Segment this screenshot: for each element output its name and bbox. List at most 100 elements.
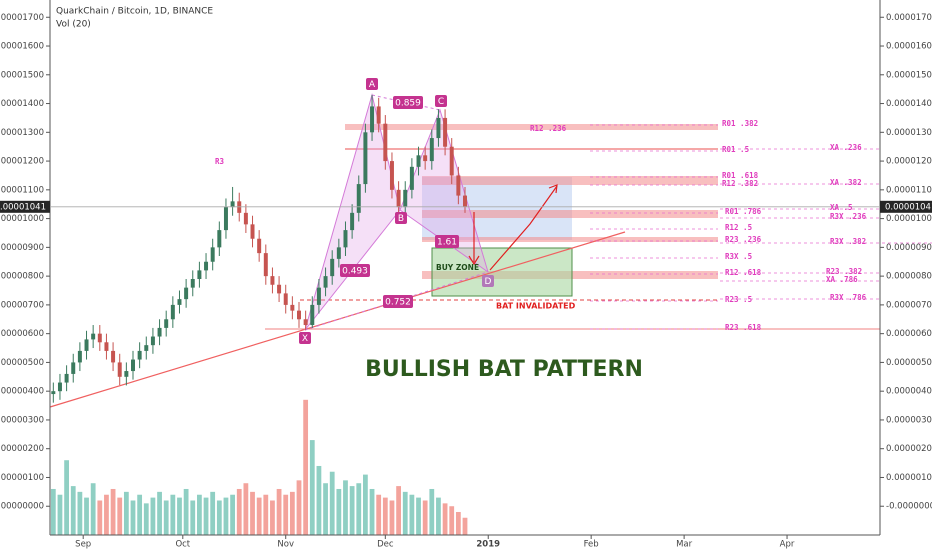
y-tick-label: 0.00000100 <box>0 473 44 483</box>
volume-bar <box>382 497 388 535</box>
x-tick-label: 2019 <box>476 540 500 550</box>
ratio-box <box>393 96 423 109</box>
candle-body <box>376 106 381 124</box>
pivot-label: XA .382 <box>830 178 862 187</box>
candle-body <box>51 391 56 395</box>
y-tick-label: 0.00001400 <box>0 99 44 109</box>
candle-body <box>409 166 414 190</box>
volume-bar <box>104 494 109 535</box>
pivot-label: R01 .382 <box>722 119 758 128</box>
pivot-label: R23 .5 <box>725 295 752 304</box>
pivot-label: R01 .5 <box>722 145 749 154</box>
volume-bar <box>409 494 415 535</box>
candle-body <box>449 146 454 176</box>
x-tick-label: Mar <box>676 540 693 550</box>
candle-body <box>436 117 441 139</box>
level-band <box>345 124 718 130</box>
pivot-label: R12 .236 <box>530 124 567 133</box>
point-label: A <box>369 80 376 90</box>
y-tick-label: -0.00000000 <box>886 502 932 512</box>
volume-bar <box>296 480 302 535</box>
volume-bar <box>70 486 76 535</box>
candle-body <box>57 382 62 392</box>
target-zone <box>422 177 572 240</box>
volume-bar <box>223 497 229 535</box>
trend-line <box>49 231 626 408</box>
headline: BULLISH BAT PATTERN <box>365 357 643 382</box>
candle-body <box>124 371 129 377</box>
volume-bar <box>329 471 335 535</box>
volume-bar <box>90 483 96 535</box>
volume-bar <box>309 440 315 535</box>
candle-body <box>270 276 275 285</box>
volume-bar <box>50 488 56 535</box>
volume-bar <box>376 494 382 535</box>
point-box <box>435 95 447 107</box>
pivot-label: XA .786 <box>826 275 858 284</box>
candle-body <box>389 161 394 190</box>
volume-bar <box>336 488 342 535</box>
y-tick-label: 0.00000800 <box>0 272 44 282</box>
candle-body <box>117 362 122 377</box>
pivot-label: XA .236 <box>830 143 862 152</box>
ratio-label: 1.61 <box>437 238 457 248</box>
volume-bar <box>64 460 69 535</box>
y-tick-label: 0.00001000 <box>886 214 932 224</box>
candle-body <box>343 230 348 248</box>
x-tick-label: Dec <box>377 540 394 550</box>
chart-title: QuarkChain / Bitcoin, 1D, BINANCE <box>56 7 213 17</box>
candle-body <box>303 319 308 326</box>
last-price-box <box>880 200 932 213</box>
candle-body <box>157 327 162 337</box>
pivot-label: R23 .382 <box>826 267 862 276</box>
volume-bar <box>449 506 455 535</box>
y-tick-label: 0.00001600 <box>0 42 44 52</box>
volume-bar <box>250 491 255 535</box>
candle-body <box>463 195 467 207</box>
candle-body <box>164 319 169 328</box>
volume-bar <box>110 488 116 535</box>
y-tick-label: 0.00000200 <box>0 444 44 454</box>
volume-bar <box>416 497 421 535</box>
invalidation-label: BAT INVALIDATED <box>496 302 576 311</box>
y-tick-label: 0.00000600 <box>886 329 932 339</box>
ratio-box <box>383 295 413 308</box>
volume-bar <box>197 494 202 535</box>
candle-body <box>204 261 209 271</box>
candle-body <box>97 333 102 343</box>
volume-bar <box>356 483 362 535</box>
candle-body <box>396 189 401 208</box>
point-box <box>366 78 378 90</box>
y-tick-label: 0.00000500 <box>0 358 44 368</box>
y-tick-label: 0.00001600 <box>886 42 932 52</box>
point-box <box>299 332 311 344</box>
buy-zone-box <box>431 247 573 297</box>
candle-body <box>356 184 361 213</box>
pivot-label: R3X .382 <box>830 237 866 246</box>
candle-body <box>277 284 282 294</box>
y-tick-label: 0.00001700 <box>886 13 932 23</box>
candle-body <box>336 247 341 259</box>
volume-bar <box>396 486 401 535</box>
candle-body <box>71 362 76 374</box>
level-band <box>422 210 718 218</box>
y-tick-label: 0.00001100 <box>0 185 44 195</box>
candle-body <box>177 299 182 305</box>
y-tick-label: -0.00000000 <box>0 502 44 512</box>
level-band <box>422 237 718 242</box>
ratio-label: 0.752 <box>385 298 411 308</box>
point-label: X <box>302 334 308 344</box>
candle-body <box>423 155 428 162</box>
candle-body <box>350 212 355 231</box>
volume-bar <box>150 497 156 535</box>
candle-body <box>217 230 222 248</box>
candle-body <box>210 247 215 262</box>
candle-body <box>150 336 155 346</box>
candle-body <box>131 359 135 372</box>
volume-bar <box>143 503 149 535</box>
volume-bar <box>137 494 143 535</box>
candle-body <box>184 287 189 300</box>
candle-body <box>64 373 69 383</box>
volume-bar <box>256 497 262 535</box>
